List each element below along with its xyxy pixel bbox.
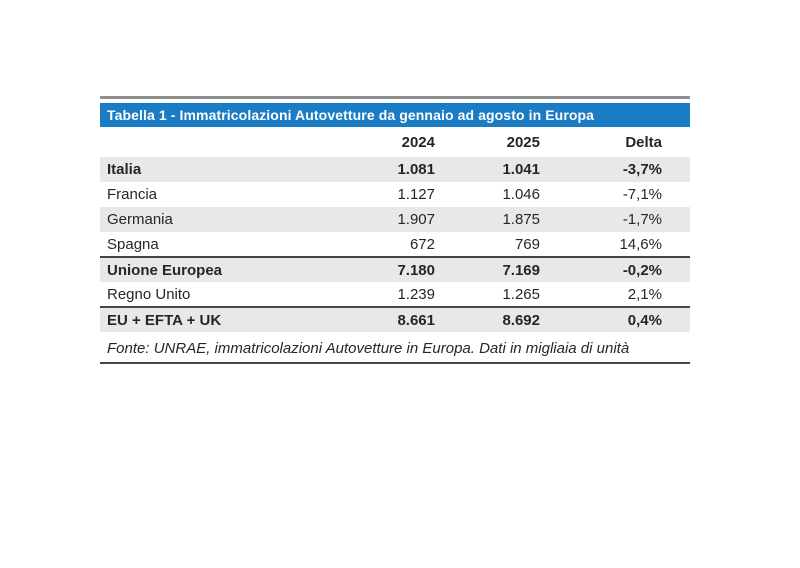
value-2024: 7.180 [397,261,435,279]
row-label: Germania [107,211,173,228]
value-delta: -1,7% [622,211,662,228]
row-label: EU + EFTA + UK [107,311,222,329]
column-header-2024: 2024 [401,133,435,151]
value-delta: -7,1% [622,186,662,203]
top-divider [100,96,690,99]
value-2024: 8.661 [397,311,435,329]
value-2025: 8.692 [502,311,540,329]
value-2024: 672 [335,232,435,258]
row-label: Unione Europea [107,261,223,279]
value-2024: 1.081 [397,161,435,178]
column-header-2025: 2025 [506,133,540,151]
table-title: Tabella 1 - Immatricolazioni Autovetture… [100,103,690,127]
value-delta: 2,1% [540,282,690,308]
row-label: Spagna [100,232,335,258]
row-label: Regno Unito [100,282,335,308]
table-row: Spagna 672 769 14,6% [100,232,690,258]
value-2024: 1.239 [335,282,435,308]
table-row: Unione Europea 7.180 7.169 -0,2% [100,257,690,282]
value-delta: 14,6% [540,232,690,258]
value-2025: 7.169 [502,261,540,279]
row-label: Italia [107,161,142,178]
registrations-table: 2024 2025 Delta Italia 1.081 1.041 -3,7% Fra… [100,127,690,332]
value-2024: 1.127 [397,186,435,203]
column-header-delta: Delta [625,133,662,151]
table-row: EU + EFTA + UK 8.661 8.692 0,4% [100,307,690,332]
value-delta: 0,4% [627,311,662,329]
column-header-row: 2024 2025 Delta [100,127,690,157]
value-2025: 1.265 [435,282,540,308]
value-2024: 1.907 [397,211,435,228]
table-row: Italia 1.081 1.041 -3,7% [100,157,690,182]
value-delta: -3,7% [622,161,662,178]
table-row: Regno Unito 1.239 1.265 2,1% [100,282,690,308]
source-note: Fonte: UNRAE, immatricolazioni Autovettu… [100,332,690,364]
value-2025: 1.875 [502,211,540,228]
column-header-country [100,127,335,157]
value-2025: 1.041 [502,161,540,178]
value-2025: 769 [435,232,540,258]
table-row: Germania 1.907 1.875 -1,7% [100,207,690,232]
row-label: Francia [107,186,158,203]
value-2025: 1.046 [502,186,540,203]
table-container: Tabella 1 - Immatricolazioni Autovetture… [100,96,690,364]
table-row: Francia 1.127 1.046 -7,1% [100,182,690,207]
value-delta: -0,2% [622,261,662,279]
